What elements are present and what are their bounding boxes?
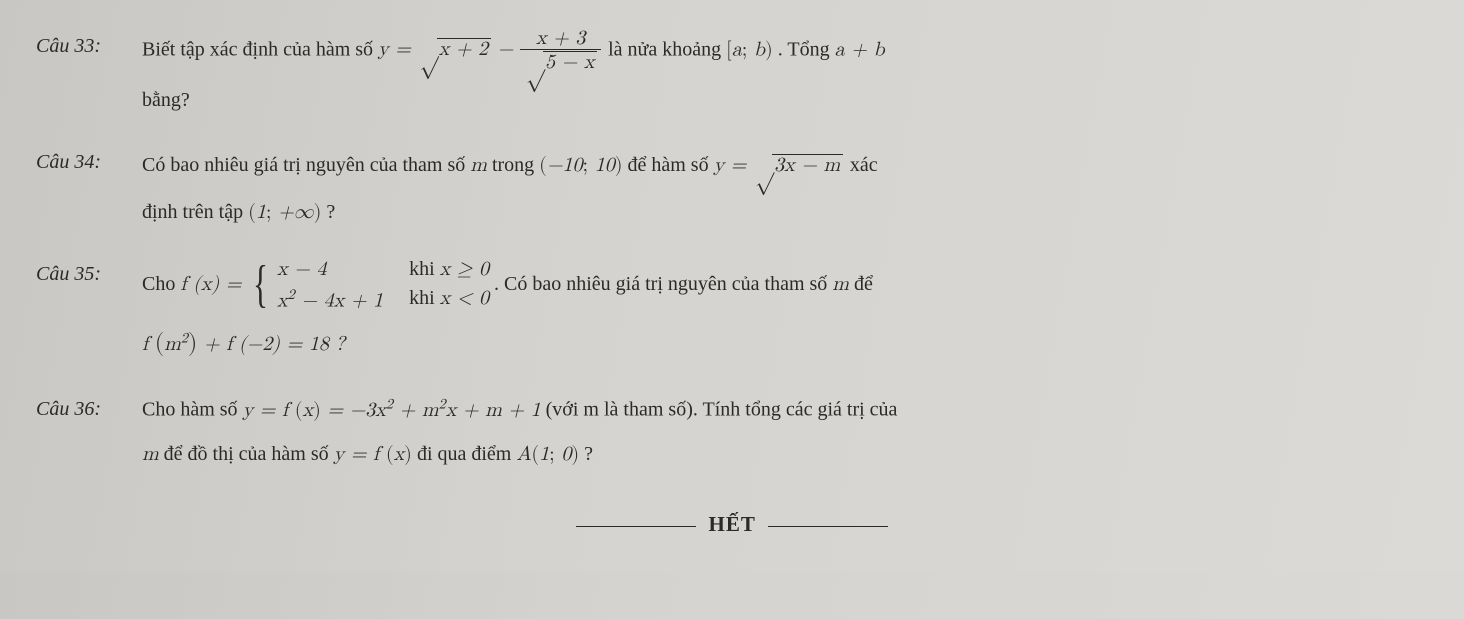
- text: để hàm số: [627, 154, 713, 176]
- var-m: m: [470, 155, 487, 175]
- interval: (−10; 10): [539, 155, 622, 175]
- fraction: x + 3 5 − x: [520, 28, 602, 74]
- question-line-1: Cho f (x) = { x − 4 khi x ≥ 0 x2 − 4x + …: [142, 256, 1428, 315]
- text: Biết tập xác định của hàm số: [142, 38, 378, 60]
- interval: (1; +∞): [248, 202, 321, 222]
- question-36: Câu 36: Cho hàm số y = f (x) = −3x2 + m2…: [36, 391, 1428, 480]
- question-label: Câu 35:: [36, 256, 142, 374]
- fx-eq: f (x) =: [180, 273, 248, 293]
- question-line-1: Cho hàm số y = f (x) = −3x2 + m2x + m + …: [142, 391, 1428, 428]
- text: để: [854, 272, 873, 294]
- footer: HẾT: [36, 506, 1428, 544]
- question-body: Cho hàm số y = f (x) = −3x2 + m2x + m + …: [142, 391, 1428, 480]
- question-line-1: Có bao nhiêu giá trị nguyên của tham số …: [142, 144, 1428, 185]
- math-lhs: y =: [714, 155, 747, 175]
- text: Cho: [142, 272, 180, 294]
- question-line-2: định trên tập (1; +∞) ?: [142, 194, 1428, 230]
- radicand: 3x − m: [772, 154, 843, 175]
- question-line-2: f (m2) + f (−2) = 18 ?: [142, 322, 1428, 365]
- text: Cho hàm số: [142, 399, 243, 421]
- case2-expr: x2 − 4x + 1: [277, 285, 383, 315]
- question-line-2: bằng?: [142, 82, 1428, 118]
- sqrt-term: x + 2: [417, 28, 491, 69]
- footer-text: HẾT: [709, 512, 756, 536]
- question-body: Có bao nhiêu giá trị nguyên của tham số …: [142, 144, 1428, 237]
- sum-ab: a + b: [835, 39, 885, 59]
- point-A: A(1; 0): [516, 444, 579, 464]
- sqrt-term: 3x − m: [753, 144, 843, 185]
- text: Có bao nhiêu giá trị nguyên của tham số: [142, 154, 470, 176]
- text: là nửa khoảng: [608, 38, 726, 60]
- question-body: Biết tập xác định của hàm số y = x + 2 −…: [142, 28, 1428, 126]
- question-33: Câu 33: Biết tập xác định của hàm số y =…: [36, 28, 1428, 126]
- text: (với m là tham số). Tính tổng các giá tr…: [546, 399, 898, 421]
- underline-right: [768, 526, 888, 527]
- formula: y = f (x) = −3x2 + m2x + m + 1: [243, 400, 541, 420]
- radicand: x + 2: [437, 38, 491, 59]
- var-m: m: [832, 273, 849, 293]
- question-label: Câu 34:: [36, 144, 142, 237]
- question-line-2: m để đồ thị của hàm số y = f (x) đi qua …: [142, 436, 1428, 472]
- question-34: Câu 34: Có bao nhiêu giá trị nguyên của …: [36, 144, 1428, 237]
- interval: [a; b): [726, 39, 773, 59]
- question-label: Câu 36:: [36, 391, 142, 480]
- numerator: x + 3: [520, 28, 602, 50]
- piecewise: { x − 4 khi x ≥ 0 x2 − 4x + 1 khi x < 0: [248, 256, 489, 315]
- question-35: Câu 35: Cho f (x) = { x − 4 khi x ≥ 0 x2…: [36, 256, 1428, 374]
- case1-expr: x − 4: [277, 256, 383, 283]
- math-lhs: y =: [378, 39, 411, 59]
- underline-left: [576, 526, 696, 527]
- question-body: Cho f (x) = { x − 4 khi x ≥ 0 x2 − 4x + …: [142, 256, 1428, 374]
- case2-cond: khi x < 0: [409, 285, 489, 315]
- text: . Tổng: [778, 38, 835, 60]
- var-m: m: [142, 444, 159, 464]
- text: trong: [492, 154, 539, 176]
- text: xác: [850, 154, 878, 176]
- f: f: [142, 334, 148, 354]
- text: để đồ thị của hàm số: [164, 443, 334, 465]
- question-label: Câu 33:: [36, 28, 142, 126]
- qmark: ?: [326, 201, 335, 223]
- qmark: ?: [584, 443, 593, 465]
- fx: y = f (x): [334, 444, 412, 464]
- case1-cond: khi x ≥ 0: [409, 256, 489, 283]
- minus: −: [498, 39, 520, 59]
- brace-icon: {: [253, 259, 268, 311]
- question-line-1: Biết tập xác định của hàm số y = x + 2 −…: [142, 28, 1428, 74]
- rest: + f (−2) = 18 ?: [204, 334, 345, 354]
- denominator: 5 − x: [520, 50, 602, 74]
- text: định trên tập: [142, 201, 248, 223]
- text: . Có bao nhiêu giá trị nguyên của tham s…: [494, 272, 832, 294]
- text: đi qua điểm: [417, 443, 516, 465]
